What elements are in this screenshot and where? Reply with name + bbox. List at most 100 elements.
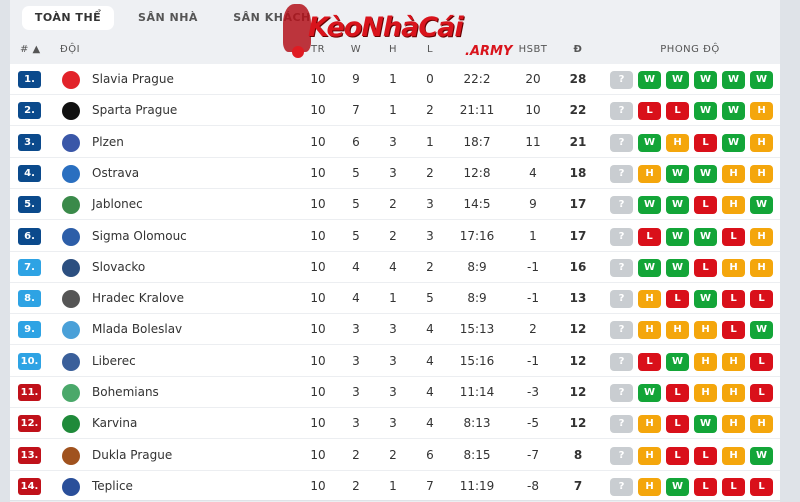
form-badge[interactable]: W xyxy=(750,196,773,215)
col-rank-sort[interactable]: # ▲ xyxy=(20,44,41,55)
form-badge[interactable]: ? xyxy=(610,133,633,152)
table-row[interactable]: 13. Dukla Prague 10 2 2 6 8:15 -7 8? H L L H W xyxy=(10,440,780,471)
team-name[interactable]: Karvina xyxy=(92,416,138,431)
form-badge[interactable]: W xyxy=(694,290,717,309)
form-badge[interactable]: H xyxy=(638,321,661,340)
team-name[interactable]: Mlada Boleslav xyxy=(92,322,183,337)
team-name[interactable]: Dukla Prague xyxy=(92,447,173,462)
form-badge[interactable]: H xyxy=(722,415,745,434)
table-row[interactable]: 5. Jablonec 10 5 2 3 14:5 9 17? W W L H W xyxy=(10,189,780,221)
form-badge[interactable]: W xyxy=(694,164,717,183)
form-badge[interactable]: W xyxy=(666,258,689,277)
form-badge[interactable]: W xyxy=(694,71,717,89)
form-badge[interactable]: H xyxy=(722,258,745,277)
form-badge[interactable]: L xyxy=(750,352,773,371)
form-badge[interactable]: ? xyxy=(610,477,633,496)
form-badge[interactable]: L xyxy=(722,321,745,340)
form-badge[interactable]: H xyxy=(638,164,661,183)
form-badge[interactable]: H xyxy=(666,133,689,152)
form-badge[interactable]: W xyxy=(750,71,773,89)
team-name[interactable]: Sigma Olomouc xyxy=(92,228,187,243)
form-badge[interactable]: L xyxy=(750,290,773,309)
table-row[interactable]: 10. Liberec 10 3 3 4 15:16 -1 12? L W H H L xyxy=(10,346,780,377)
form-badge[interactable]: L xyxy=(694,446,717,465)
form-badge[interactable]: L xyxy=(666,415,689,434)
table-row[interactable]: 14. Teplice 10 2 1 7 11:19 -8 7? H W L L L xyxy=(10,471,780,502)
form-badge[interactable]: W xyxy=(638,133,661,152)
form-badge[interactable]: ? xyxy=(610,102,633,121)
form-badge[interactable]: L xyxy=(750,384,773,402)
team-name[interactable]: Slovacko xyxy=(92,259,146,274)
form-badge[interactable]: W xyxy=(694,227,717,246)
team-name[interactable]: Ostrava xyxy=(92,165,140,180)
form-badge[interactable]: H xyxy=(750,415,773,434)
form-badge[interactable]: ? xyxy=(610,71,633,89)
form-badge[interactable]: L xyxy=(722,477,745,496)
form-badge[interactable]: L xyxy=(638,102,661,121)
team-name[interactable]: Plzen xyxy=(92,134,124,149)
form-badge[interactable]: ? xyxy=(610,352,633,371)
tab-home[interactable]: SÂN NHÀ xyxy=(138,11,198,24)
form-badge[interactable]: W xyxy=(750,446,773,465)
form-badge[interactable]: W xyxy=(722,133,745,152)
table-row[interactable]: 6. Sigma Olomouc 10 5 2 3 17:16 1 17? L W W L H xyxy=(10,221,780,252)
form-badge[interactable]: ? xyxy=(610,290,633,309)
team-name[interactable]: Hradec Kralove xyxy=(92,291,185,306)
form-badge[interactable]: ? xyxy=(610,384,633,402)
form-badge[interactable]: H xyxy=(722,384,745,402)
form-badge[interactable]: H xyxy=(722,446,745,465)
form-badge[interactable]: L xyxy=(666,102,689,121)
table-row[interactable]: 11. Bohemians 10 3 3 4 11:14 -3 12? W L H H L xyxy=(10,377,780,408)
form-badge[interactable]: H xyxy=(694,384,717,402)
form-badge[interactable]: W xyxy=(638,71,661,89)
form-badge[interactable]: W xyxy=(638,384,661,402)
form-badge[interactable]: L xyxy=(750,477,773,496)
team-name[interactable]: Liberec xyxy=(92,353,136,368)
team-name[interactable]: Jablonec xyxy=(92,197,143,212)
form-badge[interactable]: L xyxy=(666,290,689,309)
form-badge[interactable]: L xyxy=(694,196,717,215)
form-badge[interactable]: W xyxy=(666,71,689,89)
tab-overall[interactable]: TOÀN THỂ xyxy=(22,6,114,30)
form-badge[interactable]: H xyxy=(638,446,661,465)
form-badge[interactable]: W xyxy=(666,164,689,183)
form-badge[interactable]: H xyxy=(638,290,661,309)
table-row[interactable]: 7. Slovacko 10 4 4 2 8:9 -1 16? W W L H H xyxy=(10,252,780,283)
team-name[interactable]: Bohemians xyxy=(92,385,159,399)
form-badge[interactable]: L xyxy=(638,227,661,246)
table-row[interactable]: 9. Mlada Boleslav 10 3 3 4 15:13 2 12? H H H L W xyxy=(10,314,780,346)
table-row[interactable]: 12. Karvina 10 3 3 4 8:13 -5 12? H L W H H xyxy=(10,408,780,440)
team-name[interactable]: Sparta Prague xyxy=(92,103,178,118)
form-badge[interactable]: W xyxy=(694,415,717,434)
form-badge[interactable]: ? xyxy=(610,227,633,246)
team-name[interactable]: Teplice xyxy=(92,478,133,493)
form-badge[interactable]: ? xyxy=(610,415,633,434)
form-badge[interactable]: H xyxy=(722,352,745,371)
form-badge[interactable]: W xyxy=(638,196,661,215)
form-badge[interactable]: ? xyxy=(610,196,633,215)
form-badge[interactable]: H xyxy=(722,164,745,183)
table-row[interactable]: 3. Plzen 10 6 3 1 18:7 11 21? W H L W H xyxy=(10,127,780,158)
table-row[interactable]: 4. Ostrava 10 5 3 2 12:8 4 18? H W W H H xyxy=(10,158,780,189)
form-badge[interactable]: W xyxy=(750,321,773,340)
form-badge[interactable]: L xyxy=(722,290,745,309)
form-badge[interactable]: L xyxy=(666,384,689,402)
form-badge[interactable]: ? xyxy=(610,446,633,465)
form-badge[interactable]: W xyxy=(666,196,689,215)
form-badge[interactable]: L xyxy=(666,446,689,465)
form-badge[interactable]: H xyxy=(666,321,689,340)
form-badge[interactable]: W xyxy=(638,258,661,277)
form-badge[interactable]: L xyxy=(694,133,717,152)
form-badge[interactable]: L xyxy=(694,258,717,277)
form-badge[interactable]: L xyxy=(694,477,717,496)
form-badge[interactable]: H xyxy=(694,352,717,371)
tab-away[interactable]: SÂN KHÁCH xyxy=(233,11,311,24)
table-row[interactable]: 8. Hradec Kralove 10 4 1 5 8:9 -1 13? H L W L L xyxy=(10,283,780,315)
form-badge[interactable]: W xyxy=(666,227,689,246)
form-badge[interactable]: W xyxy=(722,71,745,89)
form-badge[interactable]: ? xyxy=(610,258,633,277)
form-badge[interactable]: W xyxy=(666,352,689,371)
team-name[interactable]: Slavia Prague xyxy=(92,72,174,86)
form-badge[interactable]: H xyxy=(750,133,773,152)
form-badge[interactable]: H xyxy=(750,258,773,277)
